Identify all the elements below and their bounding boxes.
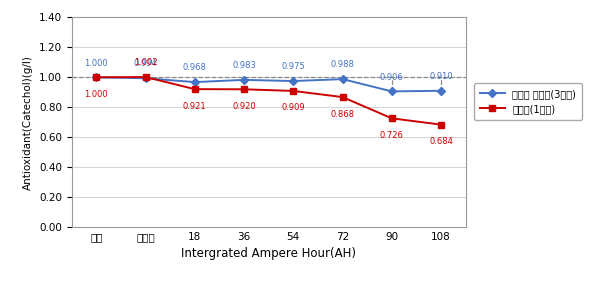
양이온 교환막(3전극) — [191, 80, 198, 84]
양이온 교환막(3전극) — [241, 78, 248, 81]
X-axis label: Intergrated Ampere Hour(AH): Intergrated Ampere Hour(AH) — [181, 247, 356, 260]
Y-axis label: Antioxidant(Catechol)(g/l): Antioxidant(Catechol)(g/l) — [23, 55, 33, 190]
Legend: 양이온 교환막(3전극), 무격막(1전극): 양이온 교환막(3전극), 무격막(1전극) — [475, 83, 582, 120]
Text: 1.002: 1.002 — [134, 58, 158, 67]
Text: 0.868: 0.868 — [331, 110, 355, 118]
양이온 교환막(3전극) — [438, 89, 445, 93]
양이온 교환막(3전극) — [290, 79, 297, 83]
Text: 0.906: 0.906 — [380, 73, 404, 82]
양이온 교환막(3전극) — [388, 90, 395, 93]
무격막(1전극) — [290, 89, 297, 93]
양이온 교환막(3전극) — [93, 76, 100, 79]
Text: 1.000: 1.000 — [84, 90, 108, 99]
Text: 0.975: 0.975 — [281, 62, 305, 71]
Text: 0.909: 0.909 — [281, 103, 305, 112]
Line: 양이온 교환막(3전극): 양이온 교환막(3전극) — [93, 74, 444, 95]
무격막(1전극) — [93, 76, 100, 79]
양이온 교환막(3전극) — [339, 77, 346, 81]
무격막(1전극) — [142, 75, 149, 79]
양이온 교환막(3전극) — [142, 77, 149, 80]
무격막(1전극) — [388, 117, 395, 120]
Text: 0.726: 0.726 — [380, 131, 404, 140]
Text: 0.684: 0.684 — [429, 137, 453, 146]
Text: 0.968: 0.968 — [183, 63, 207, 72]
Text: 0.994: 0.994 — [134, 59, 158, 68]
Text: 0.983: 0.983 — [232, 61, 256, 70]
무격막(1전극) — [339, 95, 346, 99]
무격막(1전극) — [241, 88, 248, 91]
Line: 무격막(1전극): 무격막(1전극) — [93, 74, 444, 128]
Text: 1.000: 1.000 — [84, 58, 108, 68]
Text: 0.910: 0.910 — [429, 72, 453, 81]
무격막(1전극) — [191, 87, 198, 91]
Text: 0.921: 0.921 — [183, 102, 207, 111]
Text: 0.988: 0.988 — [331, 61, 355, 69]
무격막(1전극) — [438, 123, 445, 126]
Text: 0.920: 0.920 — [232, 102, 256, 111]
